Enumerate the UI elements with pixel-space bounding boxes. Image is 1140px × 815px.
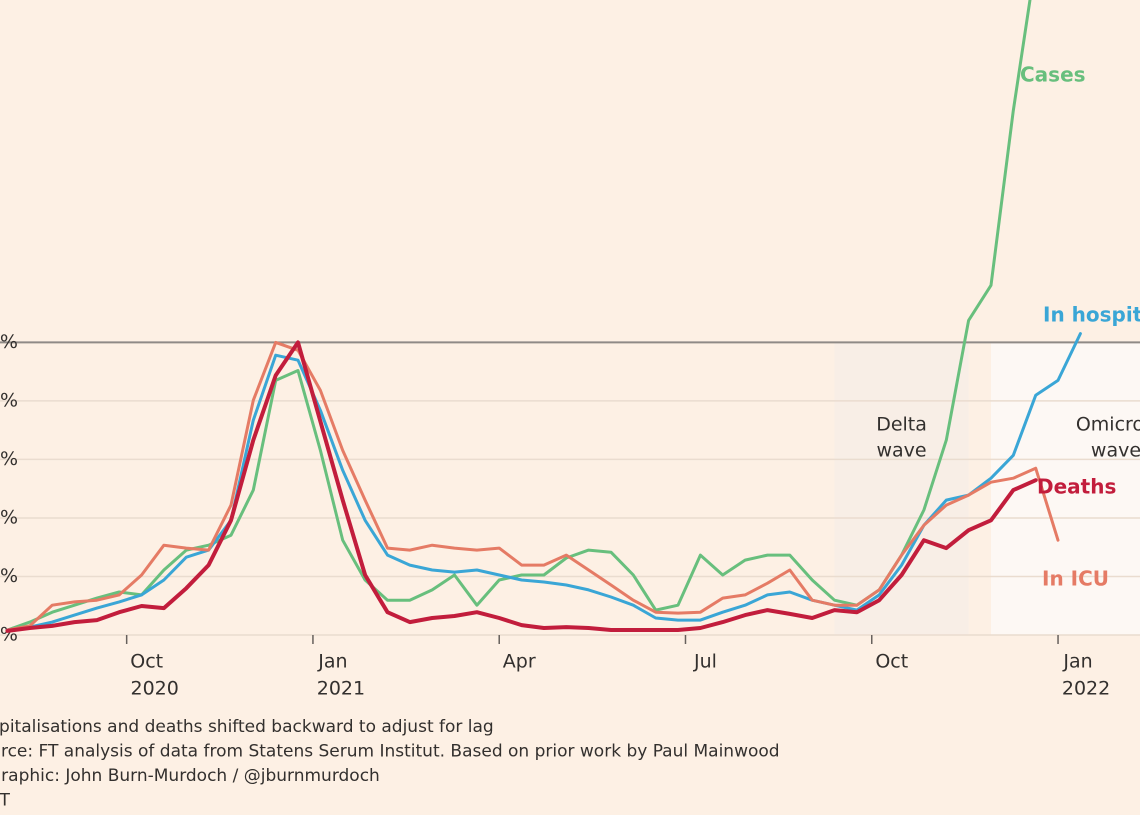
x-tick-label: Jan bbox=[1062, 651, 1092, 673]
x-tick-label: Oct bbox=[875, 651, 908, 673]
series-line bbox=[6, 332, 1082, 632]
period-label: wave bbox=[1091, 440, 1140, 462]
series-label: Cases bbox=[1020, 63, 1086, 87]
source-note: FT bbox=[0, 791, 10, 811]
series-label: In ICU bbox=[1042, 567, 1109, 591]
period-label: wave bbox=[877, 440, 927, 462]
source-note: Hospitalisations and deaths shifted back… bbox=[0, 717, 494, 737]
x-year-label: 2022 bbox=[1062, 678, 1110, 700]
x-tick-label: Apr bbox=[503, 651, 536, 673]
y-tick-label: 80% bbox=[0, 389, 18, 411]
source-note: Source: FT analysis of data from Statens… bbox=[0, 742, 780, 762]
source-note: Graphic: John Burn-Murdoch / @jburnmurdo… bbox=[0, 766, 380, 786]
y-tick-label: 60% bbox=[0, 448, 18, 470]
x-year-label: 2021 bbox=[317, 678, 365, 700]
series-label: In hospital bbox=[1043, 303, 1140, 327]
y-tick-label: 40% bbox=[0, 506, 18, 528]
period-band bbox=[834, 342, 969, 635]
period-label: Omicron bbox=[1076, 414, 1140, 436]
x-year-label: 2020 bbox=[130, 678, 178, 700]
y-tick-label: 100% bbox=[0, 331, 18, 353]
x-tick-label: Jan bbox=[317, 651, 347, 673]
y-tick-label: 20% bbox=[0, 565, 18, 587]
series-line bbox=[6, 340, 1060, 632]
period-label: Delta bbox=[876, 414, 927, 436]
x-tick-label: Oct bbox=[130, 651, 163, 673]
series-label: Deaths bbox=[1037, 475, 1116, 499]
x-tick-label: Jul bbox=[693, 651, 717, 673]
series-line bbox=[5, 340, 1038, 633]
